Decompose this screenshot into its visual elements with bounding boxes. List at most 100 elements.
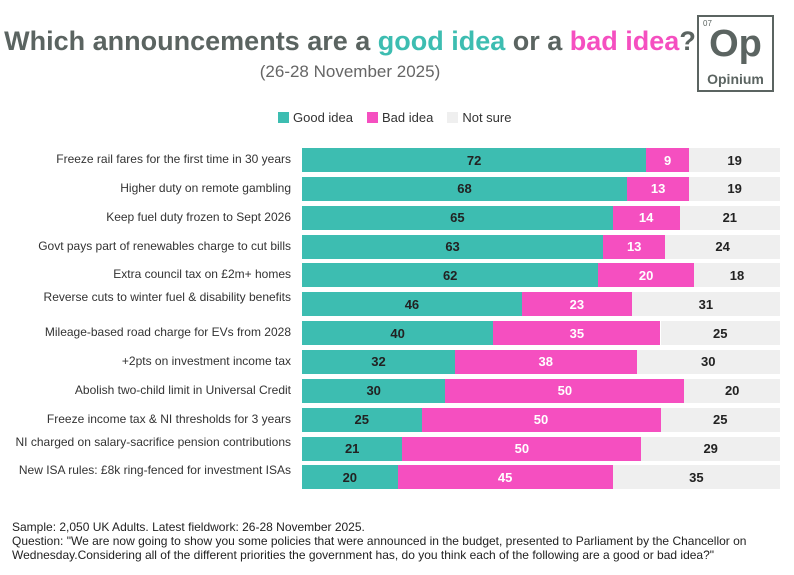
data-label: 24 xyxy=(715,239,730,255)
category-label: Keep fuel duty frozen to Sept 2026 xyxy=(106,209,291,224)
category-label: New ISA rules: £8k ring-fenced for inves… xyxy=(18,463,291,478)
data-label: 46 xyxy=(404,296,420,312)
title-text: ? xyxy=(679,26,696,56)
bar-bad: 20 xyxy=(598,263,694,288)
bar-bad: 9 xyxy=(646,148,690,172)
footer: Sample: 2,050 UK Adults. Latest fieldwor… xyxy=(12,520,792,562)
bar-row: Keep fuel duty frozen to Sept 2026 65 14 21 xyxy=(0,205,794,231)
footer-sample: Sample: 2,050 UK Adults. Latest fieldwor… xyxy=(12,520,365,534)
data-label: 50 xyxy=(557,383,573,399)
data-label: 13 xyxy=(626,239,642,255)
data-label: 45 xyxy=(497,469,513,485)
legend-swatch xyxy=(278,112,289,123)
bar-unsure: 35 xyxy=(612,465,780,490)
bar-row: Higher duty on remote gambling 68 13 19 xyxy=(0,176,794,202)
legend-swatch xyxy=(447,112,459,123)
data-label: 35 xyxy=(689,469,704,485)
chart-title: Which announcements are a good idea or a… xyxy=(0,26,700,57)
bar-good: 21 xyxy=(302,436,403,461)
category-label: Freeze income tax & NI thresholds for 3 … xyxy=(46,411,291,426)
data-label: 50 xyxy=(533,412,549,428)
chart-subtitle: (26-28 November 2025) xyxy=(259,62,441,81)
bar-unsure: 20 xyxy=(684,378,780,403)
bar-unsure: 21 xyxy=(679,205,780,230)
bar-good: 72 xyxy=(302,148,647,172)
bar-unsure: 18 xyxy=(693,263,780,288)
category-label: Extra council tax on £2m+ homes xyxy=(113,267,291,282)
bar-unsure: 29 xyxy=(641,436,780,461)
bar-bad: 50 xyxy=(421,407,661,432)
data-label: 31 xyxy=(698,296,714,312)
data-label: 14 xyxy=(638,210,654,226)
category-label: +2pts on investment income tax xyxy=(121,353,291,368)
legend-label: Bad idea xyxy=(382,110,434,125)
category-label: NI charged on salary-sacrifice pension c… xyxy=(15,434,291,449)
data-label: 9 xyxy=(664,152,672,168)
title-text: or a xyxy=(505,26,570,56)
bar-row: Freeze income tax & NI thresholds for 3 … xyxy=(0,407,794,433)
bar-row: Mileage-based road charge for EVs from 2… xyxy=(0,321,794,346)
bar-row: Govt pays part of renewables charge to c… xyxy=(0,234,794,260)
data-label: 29 xyxy=(703,441,718,456)
bar-unsure: 19 xyxy=(689,176,780,201)
bar-row: Extra council tax on £2m+ homes 62 20 18 xyxy=(0,263,794,288)
data-label: 18 xyxy=(729,267,745,283)
bar-row: +2pts on investment income tax 32 38 30 xyxy=(0,349,794,375)
bar-good: 68 xyxy=(302,176,628,201)
bar-bad: 35 xyxy=(493,321,661,346)
data-label: 38 xyxy=(538,354,553,370)
bar-row: Reverse cuts to winter fuel & disability… xyxy=(0,290,794,317)
bar-good: 30 xyxy=(302,378,446,403)
data-label: 25 xyxy=(713,325,728,341)
bar-good: 65 xyxy=(302,205,613,230)
data-label: 20 xyxy=(724,383,740,399)
bar-good: 46 xyxy=(302,292,522,317)
bar-row: Abolish two-child limit in Universal Cre… xyxy=(0,378,794,404)
data-label: 63 xyxy=(445,239,460,255)
data-label: 30 xyxy=(366,383,381,399)
category-label: Abolish two-child limit in Universal Cre… xyxy=(74,382,291,397)
legend-bad: Bad idea xyxy=(367,110,433,125)
logo-number: 07 xyxy=(703,19,712,28)
legend-good: Good idea xyxy=(278,110,353,125)
legend: Good idea Bad idea Not sure xyxy=(278,110,511,125)
data-label: 40 xyxy=(390,325,405,341)
opinium-logo: 07 Op Opinium xyxy=(697,15,774,92)
bar-row: NI charged on salary-sacrifice pension c… xyxy=(0,434,794,462)
data-label: 13 xyxy=(650,181,666,197)
data-label: 30 xyxy=(701,354,716,370)
data-label: 72 xyxy=(466,152,482,168)
data-label: 35 xyxy=(569,325,585,341)
bar-unsure: 31 xyxy=(631,292,780,317)
bar-row: New ISA rules: £8k ring-fenced for inves… xyxy=(0,463,794,490)
bar-good: 20 xyxy=(302,465,398,490)
data-label: 21 xyxy=(722,210,738,226)
bar-unsure: 25 xyxy=(660,321,780,346)
category-label: Govt pays part of renewables charge to c… xyxy=(38,238,291,253)
bar-bad: 50 xyxy=(402,436,642,461)
legend-unsure: Not sure xyxy=(447,110,511,125)
bar-good: 40 xyxy=(302,321,494,346)
title-text: Which announcements are a xyxy=(4,26,378,56)
bar-unsure: 19 xyxy=(689,148,780,172)
category-label: Higher duty on remote gambling xyxy=(120,180,291,195)
legend-label: Good idea xyxy=(293,110,353,125)
data-label: 21 xyxy=(344,441,360,456)
bar-bad: 13 xyxy=(603,234,666,259)
logo-symbol: Op xyxy=(709,23,762,65)
bar-row: Freeze rail fares for the first time in … xyxy=(0,148,794,173)
bar-bad: 14 xyxy=(612,205,680,230)
logo-name: Opinium xyxy=(707,71,764,87)
bar-bad: 45 xyxy=(397,465,613,490)
bar-bad: 38 xyxy=(454,349,637,374)
bar-good: 32 xyxy=(302,349,455,374)
category-label: Reverse cuts to winter fuel & disability… xyxy=(43,290,291,305)
data-label: 65 xyxy=(450,210,465,226)
bar-unsure: 30 xyxy=(636,349,780,374)
category-label: Mileage-based road charge for EVs from 2… xyxy=(44,325,291,340)
data-label: 25 xyxy=(354,412,369,428)
bar-unsure: 25 xyxy=(660,407,780,432)
bar-bad: 23 xyxy=(521,292,632,317)
data-label: 50 xyxy=(514,441,530,456)
data-label: 20 xyxy=(638,267,654,283)
